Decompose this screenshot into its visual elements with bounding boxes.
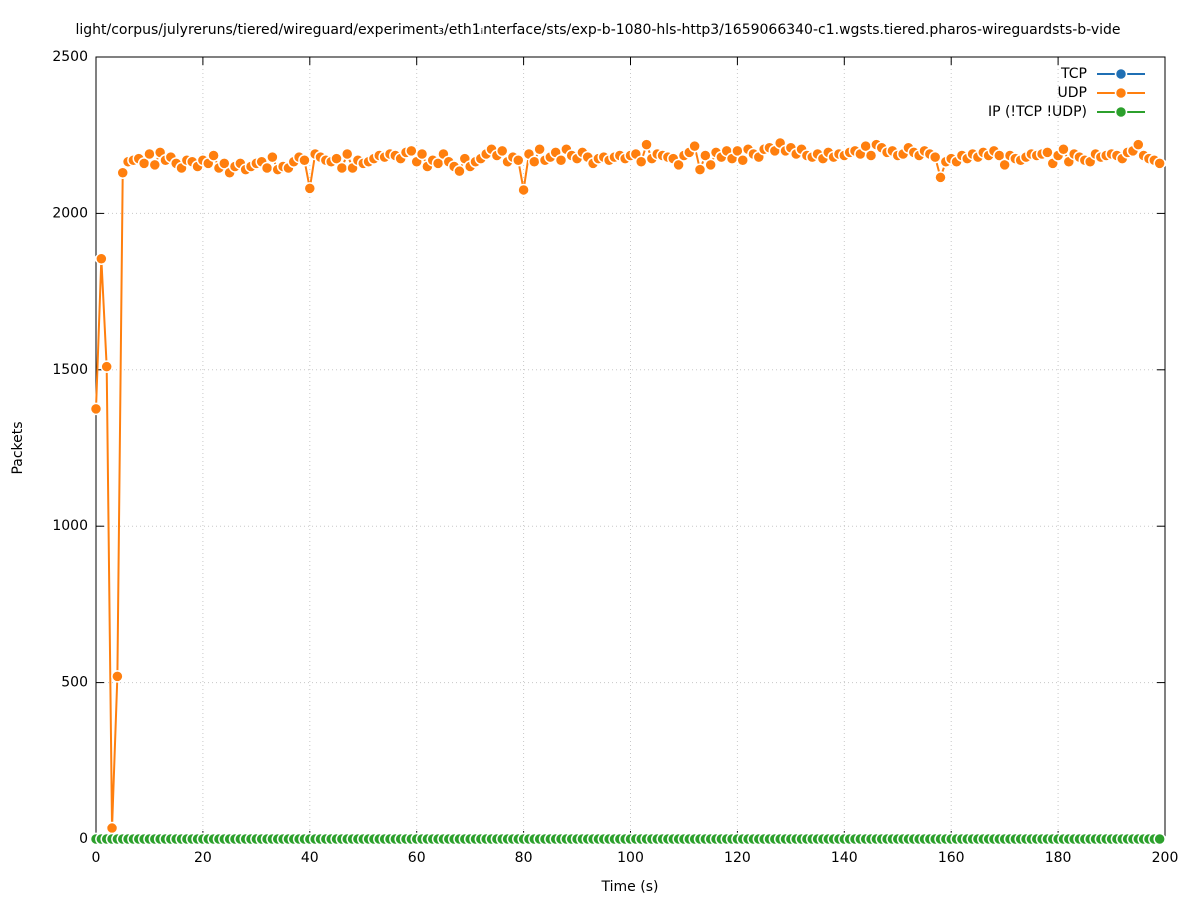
data-point: [672, 158, 685, 172]
data-point: [704, 158, 717, 172]
data-point: [89, 402, 103, 416]
data-point: [998, 158, 1011, 172]
x-tick-label: 60: [408, 850, 426, 866]
data-point: [864, 149, 878, 162]
legend-label: IP (!TCP !UDP): [988, 104, 1087, 120]
data-point: [116, 166, 129, 179]
data-point: [260, 161, 274, 175]
data-point: [266, 150, 279, 164]
x-tick-label: 80: [515, 850, 533, 866]
x-tick-label: 180: [1045, 850, 1072, 866]
x-tick-label: 100: [617, 850, 644, 866]
legend-marker: [1114, 67, 1128, 81]
data-point: [928, 150, 942, 164]
legend-marker: [1114, 86, 1128, 100]
x-tick-label: 20: [194, 850, 212, 866]
series: [89, 136, 1166, 835]
y-tick-label: 1000: [52, 518, 88, 534]
data-point: [330, 152, 343, 165]
data-point: [736, 153, 749, 167]
data-point: [1153, 832, 1166, 846]
data-point: [533, 143, 546, 156]
data-point: [495, 144, 509, 158]
data-point: [1132, 138, 1145, 151]
data-point: [303, 182, 317, 195]
x-tick-label: 160: [938, 850, 965, 866]
data-point: [405, 144, 418, 158]
x-axis-label: Time (s): [601, 879, 659, 895]
x-tick-label: 40: [301, 850, 319, 866]
data-point: [340, 147, 354, 161]
data-point: [934, 171, 947, 184]
data-point: [1057, 143, 1070, 156]
series-line: [95, 141, 1161, 829]
y-tick-label: 500: [61, 675, 88, 691]
data-point: [693, 163, 707, 176]
y-tick-label: 2000: [52, 205, 88, 221]
data-point: [554, 153, 568, 167]
y-tick-label: 0: [79, 831, 88, 847]
data-point: [453, 164, 466, 178]
chart-title: light/corpus/julyreruns/tiered/wireguard…: [75, 22, 1120, 38]
data-point: [634, 155, 648, 169]
series: [89, 832, 1166, 846]
data-point: [415, 147, 429, 161]
data-point: [517, 183, 530, 197]
x-tick-label: 120: [724, 850, 751, 866]
data-point: [512, 153, 525, 167]
data-point: [105, 821, 119, 835]
y-tick-label: 2500: [52, 49, 88, 65]
data-point: [148, 158, 162, 172]
legend-label: UDP: [1058, 85, 1087, 101]
data-point: [95, 252, 108, 266]
x-tick-label: 140: [831, 850, 858, 866]
data-point: [640, 138, 653, 151]
data-point: [528, 155, 541, 169]
data-point: [688, 139, 701, 153]
data-point: [1041, 146, 1054, 159]
data-point: [298, 153, 311, 167]
legend-marker: [1114, 105, 1128, 119]
data-point: [111, 670, 124, 683]
data-point: [143, 147, 156, 161]
data-point: [207, 149, 220, 162]
data-point: [1153, 157, 1166, 170]
y-axis-label: Packets: [10, 421, 26, 474]
legend-label: TCP: [1060, 66, 1087, 82]
x-tick-label: 0: [92, 850, 101, 866]
data-point: [100, 360, 113, 373]
x-tick-label: 200: [1152, 850, 1179, 866]
y-tick-label: 1500: [52, 362, 88, 378]
data-point: [335, 161, 349, 175]
